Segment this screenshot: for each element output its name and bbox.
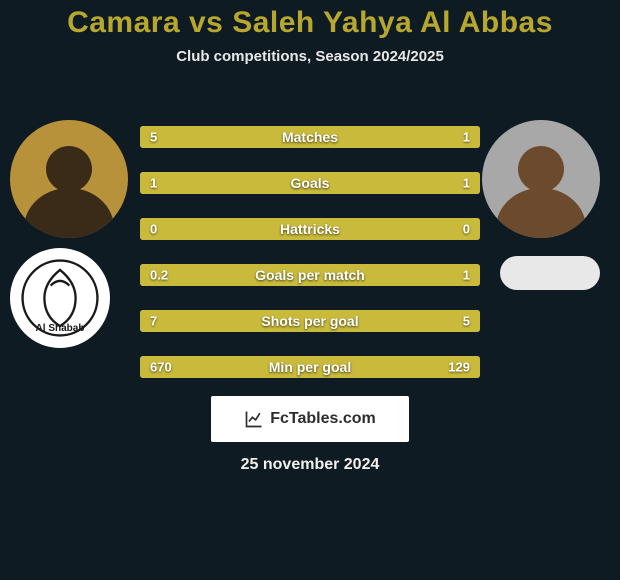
club-right-badge [500, 256, 600, 290]
stat-value-left: 0.2 [150, 268, 168, 283]
subtitle: Club competitions, Season 2024/2025 [0, 48, 620, 65]
stat-value-left: 5 [150, 130, 157, 145]
avatar-head [46, 146, 92, 192]
date-text: 25 november 2024 [0, 456, 620, 474]
stat-value-right: 1 [463, 176, 470, 191]
stat-rows: 51Matches11Goals00Hattricks0.21Goals per… [140, 126, 480, 402]
stat-fill-left [140, 218, 310, 240]
stat-row: 11Goals [140, 172, 480, 194]
source-badge[interactable]: FcTables.com [211, 396, 409, 442]
stat-value-left: 1 [150, 176, 157, 191]
stat-fill-left [140, 126, 422, 148]
stat-fill-left [140, 356, 426, 378]
chart-icon [244, 409, 264, 429]
stat-fill-right [310, 172, 480, 194]
stat-row: 670129Min per goal [140, 356, 480, 378]
stat-fill-right [337, 310, 480, 332]
player-right-silhouette [482, 120, 600, 238]
player-left-avatar [10, 120, 128, 238]
stat-row: 51Matches [140, 126, 480, 148]
stat-fill-right [422, 126, 480, 148]
vs-separator: vs [189, 6, 223, 39]
player-right-name: Saleh Yahya Al Abbas [232, 6, 553, 39]
stat-row: 0.21Goals per match [140, 264, 480, 286]
stat-value-left: 670 [150, 360, 172, 375]
stat-value-right: 5 [463, 314, 470, 329]
stat-fill-left [140, 264, 198, 286]
stat-fill-right [310, 218, 480, 240]
stat-value-right: 0 [463, 222, 470, 237]
avatar-head [518, 146, 564, 192]
source-badge-text: FcTables.com [270, 410, 376, 428]
stat-fill-left [140, 310, 337, 332]
avatar-body [496, 188, 586, 238]
club-left-label: Al Shabab [36, 323, 85, 334]
stat-value-right: 1 [463, 268, 470, 283]
stat-value-left: 7 [150, 314, 157, 329]
stat-row: 00Hattricks [140, 218, 480, 240]
comparison-card: Camara vs Saleh Yahya Al Abbas Club comp… [0, 0, 620, 580]
stat-value-left: 0 [150, 222, 157, 237]
avatar-body [24, 188, 114, 238]
player-left-silhouette [10, 120, 128, 238]
stat-fill-right [198, 264, 480, 286]
club-left-badge: Al Shabab [10, 248, 110, 348]
page-title: Camara vs Saleh Yahya Al Abbas [0, 6, 620, 40]
player-right-avatar [482, 120, 600, 238]
stat-value-right: 1 [463, 130, 470, 145]
stat-value-right: 129 [448, 360, 470, 375]
stat-row: 75Shots per goal [140, 310, 480, 332]
stat-fill-left [140, 172, 310, 194]
player-left-name: Camara [67, 6, 180, 39]
